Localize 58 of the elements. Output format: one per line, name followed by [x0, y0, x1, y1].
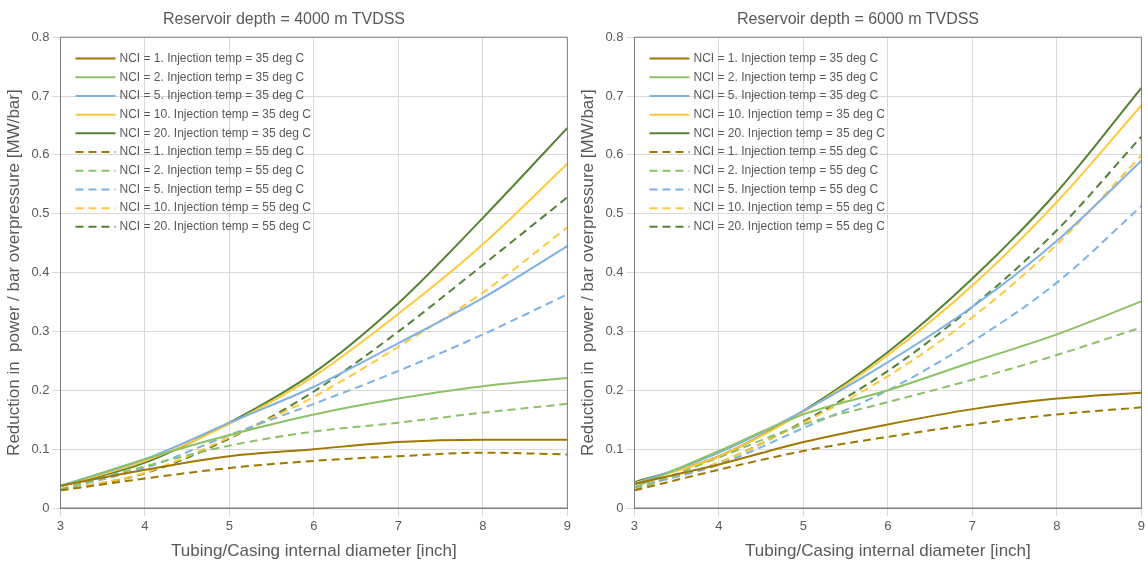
- y-tick-label: 0.3: [605, 323, 624, 339]
- x-tick-label: 8: [479, 518, 487, 534]
- legend-label: NCI = 10. Injection temp = 35 deg C: [119, 106, 312, 121]
- x-tick-label: 6: [884, 518, 892, 534]
- x-tick-label: 7: [394, 518, 403, 534]
- legend-label: NCI = 5. Injection temp = 55 deg C: [119, 181, 305, 196]
- x-tick-label: 5: [799, 518, 808, 534]
- x-tick-label: 9: [1137, 518, 1145, 534]
- x-tick-label: 4: [141, 518, 149, 534]
- y-tick-label: 0.3: [31, 323, 50, 339]
- legend-label: NCI = 5. Injection temp = 35 deg C: [119, 88, 305, 103]
- x-axis-title: Tubing/Casing internal diameter [inch]: [171, 541, 457, 561]
- y-tick-label: 0: [42, 499, 50, 515]
- y-tick-label: 0.6: [605, 146, 624, 162]
- y-tick-label: 0.4: [605, 264, 624, 280]
- y-tick-label: 0.2: [31, 381, 50, 397]
- y-tick-label: 0.5: [31, 205, 50, 221]
- legend-label: NCI = 2. Injection temp = 55 deg C: [693, 163, 879, 178]
- x-axis-title: Tubing/Casing internal diameter [inch]: [745, 541, 1031, 561]
- y-axis-title: Reduction in power / bar overpressure [MW/bar]: [3, 89, 23, 456]
- y-tick-label: 0.2: [605, 381, 624, 397]
- chart-title: Reservoir depth = 6000 m TVDSS: [736, 10, 980, 28]
- x-tick-label: 9: [563, 518, 571, 534]
- x-tick-label: 7: [968, 518, 977, 534]
- y-tick-label: 0.5: [605, 205, 624, 221]
- chart-title: Reservoir depth = 4000 m TVDSS: [162, 10, 406, 28]
- y-tick-label: 0.1: [605, 440, 624, 456]
- x-tick-label: 3: [56, 518, 65, 534]
- legend-label: NCI = 1. Injection temp = 55 deg C: [693, 144, 879, 159]
- x-tick-label: 6: [310, 518, 318, 534]
- legend-label: NCI = 20. Injection temp = 35 deg C: [119, 125, 312, 140]
- y-tick-label: 0.6: [31, 146, 50, 162]
- legend-label: NCI = 2. Injection temp = 35 deg C: [693, 69, 879, 84]
- y-tick-label: 0: [616, 499, 624, 515]
- x-tick-label: 8: [1053, 518, 1061, 534]
- legend-label: NCI = 5. Injection temp = 35 deg C: [693, 88, 879, 103]
- y-tick-label: 0.8: [605, 28, 624, 44]
- legend-label: NCI = 10. Injection temp = 35 deg C: [693, 106, 886, 121]
- legend-label: NCI = 10. Injection temp = 55 deg C: [693, 200, 886, 215]
- x-tick-label: 4: [715, 518, 723, 534]
- legend-label: NCI = 20. Injection temp = 55 deg C: [693, 219, 886, 234]
- legend-label: NCI = 10. Injection temp = 55 deg C: [119, 200, 312, 215]
- legend-label: NCI = 5. Injection temp = 55 deg C: [693, 181, 879, 196]
- y-tick-label: 0.8: [31, 28, 50, 44]
- legend-label: NCI = 1. Injection temp = 35 deg C: [693, 50, 879, 65]
- x-tick-label: 5: [225, 518, 234, 534]
- y-tick-label: 0.4: [31, 264, 50, 280]
- legend-label: NCI = 1. Injection temp = 35 deg C: [119, 50, 305, 65]
- legend-label: NCI = 1. Injection temp = 55 deg C: [119, 144, 305, 159]
- y-tick-label: 0.7: [605, 87, 624, 103]
- legend-label: NCI = 2. Injection temp = 55 deg C: [119, 163, 305, 178]
- legend-label: NCI = 20. Injection temp = 55 deg C: [119, 219, 312, 234]
- x-tick-label: 3: [630, 518, 639, 534]
- legend-label: NCI = 20. Injection temp = 35 deg C: [693, 125, 886, 140]
- y-axis-title: Reduction in power / bar overpressure [MW/bar]: [577, 89, 597, 456]
- y-tick-label: 0.7: [31, 87, 50, 103]
- legend-label: NCI = 2. Injection temp = 35 deg C: [119, 69, 305, 84]
- y-tick-label: 0.1: [31, 440, 50, 456]
